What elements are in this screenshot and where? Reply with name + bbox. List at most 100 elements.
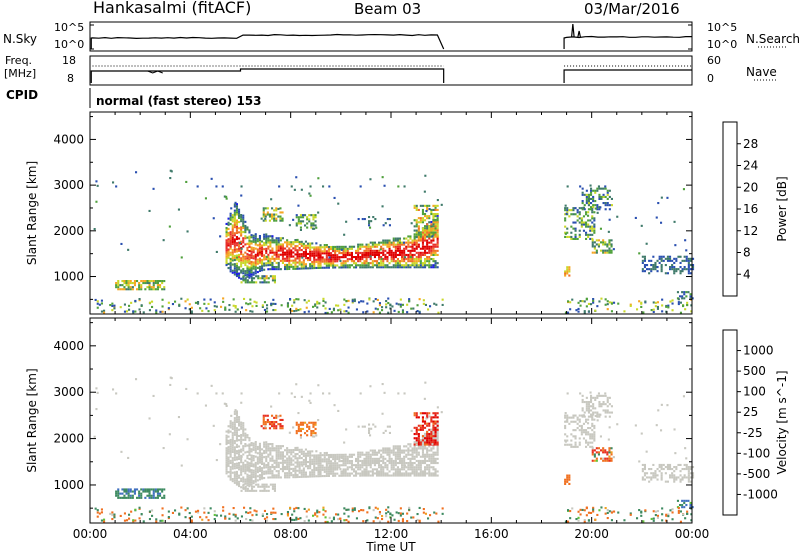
velocity-cell <box>255 489 258 492</box>
velocity-cell <box>405 466 408 469</box>
power-cell <box>367 264 370 267</box>
power-cell <box>396 249 399 252</box>
velocity-cell <box>652 519 655 522</box>
power-cell <box>233 263 236 266</box>
power-cell <box>312 216 315 219</box>
velocity-cell <box>640 511 643 514</box>
power-cell <box>419 251 422 254</box>
power-cell <box>315 246 318 249</box>
velocity-cell <box>233 423 236 426</box>
power-cell <box>235 207 238 210</box>
velocity-cell <box>363 457 366 460</box>
power-cell <box>401 256 404 259</box>
velocity-cell <box>235 450 238 453</box>
velocity-cell <box>654 472 657 475</box>
power-cell <box>244 251 247 254</box>
power-cell <box>302 253 305 256</box>
power-cell <box>185 180 188 183</box>
power-cell <box>207 302 210 305</box>
power-cell <box>606 251 609 254</box>
velocity-cell <box>604 411 607 414</box>
power-cell <box>271 241 274 244</box>
velocity-cell <box>376 517 379 520</box>
power-cell <box>681 268 684 271</box>
velocity-cell <box>248 439 251 442</box>
power-cell <box>430 235 433 238</box>
power-cell <box>317 258 320 261</box>
velocity-cell <box>411 457 414 460</box>
velocity-cell <box>348 460 351 463</box>
power-cell <box>564 270 567 273</box>
power-cell <box>344 256 347 259</box>
power-cell <box>591 243 594 246</box>
power-cell <box>319 250 322 253</box>
velocity-cell <box>229 468 232 471</box>
velocity-cell <box>434 443 437 446</box>
power-cell <box>654 305 657 308</box>
velocity-cell <box>148 518 151 521</box>
power-cell <box>317 211 320 214</box>
velocity-cell <box>319 458 322 461</box>
power-cell <box>121 284 124 287</box>
velocity-cell <box>359 472 362 475</box>
power-cell <box>240 257 243 260</box>
power-cell <box>242 275 245 278</box>
power-cell <box>315 266 318 269</box>
power-cell <box>428 256 431 259</box>
power-cell <box>225 257 228 260</box>
velocity-cell <box>250 444 253 447</box>
velocity-cell <box>571 507 574 510</box>
power-cell <box>432 249 435 252</box>
power-cell <box>184 300 187 303</box>
power-cell <box>267 262 270 265</box>
power-cell <box>403 260 406 263</box>
velocity-cell <box>585 418 588 421</box>
power-cell <box>254 239 257 242</box>
velocity-cell <box>250 471 253 474</box>
velocity-cell <box>248 485 251 488</box>
power-cell <box>205 307 208 310</box>
velocity-cell <box>430 474 433 477</box>
velocity-cell <box>687 466 690 469</box>
velocity-cell <box>411 464 414 467</box>
power-cell <box>687 268 690 271</box>
power-cell <box>303 299 306 302</box>
velocity-cell <box>303 507 306 510</box>
velocity-cell <box>342 462 345 465</box>
velocity-cell <box>346 457 349 460</box>
velocity-cell <box>344 462 347 465</box>
power-cell <box>261 240 264 243</box>
velocity-cell <box>564 443 567 446</box>
velocity-cell <box>654 514 657 517</box>
power-cell <box>417 221 420 224</box>
power-cell <box>267 247 270 250</box>
velocity-cell <box>265 485 268 488</box>
power-cell <box>297 298 300 301</box>
velocity-cell <box>428 472 431 475</box>
velocity-cell <box>196 392 199 395</box>
velocity-cell <box>613 510 616 513</box>
velocity-cell <box>225 453 228 456</box>
power-cell <box>424 204 427 207</box>
velocity-cell <box>229 455 232 458</box>
power-cell <box>296 251 299 254</box>
velocity-cell <box>298 467 301 470</box>
velocity-cell <box>244 466 247 469</box>
velocity-cell <box>244 434 247 437</box>
velocity-cell <box>365 466 368 469</box>
velocity-cell <box>263 452 266 455</box>
velocity-cell <box>248 466 251 469</box>
velocity-cell <box>309 471 312 474</box>
power-cell <box>330 264 333 267</box>
velocity-cell <box>286 449 289 452</box>
velocity-cell <box>207 519 210 522</box>
power-cell <box>233 254 236 257</box>
velocity-cell <box>608 426 611 429</box>
power-cell <box>610 204 613 207</box>
power-cell <box>581 193 584 196</box>
power-cell <box>167 301 170 304</box>
velocity-cell <box>417 435 420 438</box>
velocity-cell <box>323 470 326 473</box>
velocity-cell <box>440 411 443 414</box>
velocity-cell <box>289 517 292 520</box>
